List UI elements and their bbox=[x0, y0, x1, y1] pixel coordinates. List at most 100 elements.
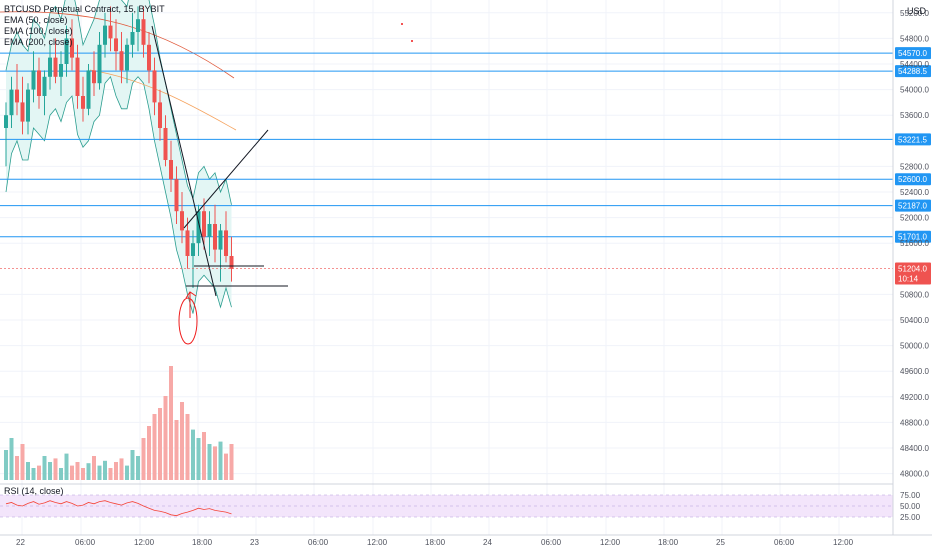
volume-bar bbox=[163, 396, 168, 480]
ema100-label[interactable]: EMA (100, close) bbox=[4, 26, 73, 36]
time-tick-label: 18:00 bbox=[192, 538, 213, 547]
candle-body bbox=[224, 230, 228, 256]
price-axis[interactable]: 55200.0 54800.0 54400.0 54000.0 53600.0 52800… bbox=[892, 0, 929, 535]
candle-body bbox=[147, 44, 151, 71]
price-tick-label: 50000.0 bbox=[900, 342, 929, 351]
currency-label: USD bbox=[906, 6, 926, 16]
red-dot bbox=[401, 23, 403, 25]
volume-bar bbox=[53, 458, 58, 480]
volume-bar bbox=[136, 456, 140, 480]
volume-bar bbox=[119, 458, 124, 480]
candles bbox=[4, 6, 234, 288]
chart-legend: BTCUSD Perpetual Contract, 15, BYBIT EMA… bbox=[4, 4, 165, 48]
candle-body bbox=[4, 115, 8, 128]
price-tick-label: 52000.0 bbox=[900, 214, 929, 223]
time-tick-label: 06:00 bbox=[75, 538, 96, 547]
bollinger-band bbox=[6, 0, 232, 314]
volume-bar bbox=[37, 465, 41, 480]
level-price-label: 53221.5 bbox=[898, 135, 927, 144]
volume-bar bbox=[20, 444, 25, 480]
volume-bar bbox=[152, 414, 157, 480]
volume-bar bbox=[92, 456, 96, 480]
volume-bar bbox=[141, 438, 146, 480]
price-tick-label: 54000.0 bbox=[900, 86, 929, 95]
price-tick-label: 48000.0 bbox=[900, 470, 929, 479]
volume-bar bbox=[114, 462, 118, 480]
candle-body bbox=[59, 64, 63, 77]
rsi-tick-label: 50.00 bbox=[900, 502, 921, 511]
price-tick-label: 53600.0 bbox=[900, 111, 929, 120]
arrow-annotation[interactable] bbox=[185, 291, 197, 318]
candle-body bbox=[202, 211, 206, 237]
price-tick-label: 54800.0 bbox=[900, 34, 929, 43]
price-tick-label: 55200.0 bbox=[900, 9, 929, 18]
time-tick-label: 06:00 bbox=[308, 538, 329, 547]
candle-body bbox=[218, 230, 223, 250]
time-tick-label: 12:00 bbox=[833, 538, 854, 547]
volume-bar bbox=[185, 414, 190, 480]
candle-body bbox=[229, 256, 234, 269]
trend-drawings[interactable] bbox=[151, 23, 413, 345]
candle-body bbox=[53, 57, 58, 77]
volume-bar bbox=[130, 450, 135, 480]
candle-body bbox=[136, 19, 140, 32]
last-price-label: 51204.0 bbox=[898, 265, 927, 274]
level-price-label: 51701.0 bbox=[898, 233, 927, 242]
volume-bars bbox=[4, 366, 234, 480]
candle-body bbox=[15, 89, 19, 103]
volume-bar bbox=[224, 453, 228, 480]
candle-body bbox=[185, 230, 190, 256]
volume-bar bbox=[15, 456, 19, 480]
volume-bar bbox=[180, 402, 184, 480]
volume-bar bbox=[213, 446, 217, 480]
price-tick-label: 51600.0 bbox=[900, 239, 929, 248]
candle-body bbox=[103, 25, 107, 45]
trendline-down[interactable] bbox=[151, 25, 217, 297]
candle-body bbox=[158, 102, 162, 128]
candle-body bbox=[97, 44, 102, 84]
time-tick-label: 23 bbox=[250, 538, 259, 547]
candle-body bbox=[48, 57, 52, 77]
volume-bar bbox=[191, 429, 195, 480]
volume-bar bbox=[4, 450, 8, 480]
volume-bar bbox=[108, 468, 113, 480]
trendline-up[interactable] bbox=[183, 129, 269, 229]
volume-bar bbox=[48, 462, 52, 480]
candle-body bbox=[169, 160, 173, 180]
price-tick-label: 49600.0 bbox=[900, 367, 929, 376]
candle-body bbox=[163, 128, 168, 160]
bollinger-upper bbox=[5, 0, 232, 205]
time-tick-label: 06:00 bbox=[774, 538, 795, 547]
price-tick-label: 52800.0 bbox=[900, 162, 929, 171]
volume-bar bbox=[97, 465, 102, 480]
symbol-title[interactable]: BTCUSD Perpetual Contract, 15, BYBIT bbox=[4, 4, 165, 14]
time-axis[interactable]: 22 06:00 12:00 18:00 23 06:00 12:00 18:00 24 06:0… bbox=[0, 534, 932, 547]
candle-body bbox=[81, 96, 85, 109]
level-price-tag bbox=[895, 65, 931, 78]
rsi-legend[interactable]: RSI (14, close) bbox=[4, 486, 64, 496]
countdown-label: 10:14 bbox=[898, 275, 919, 284]
candle-body bbox=[64, 38, 69, 64]
candle-body bbox=[86, 70, 91, 109]
candle-body bbox=[191, 243, 195, 256]
price-tick-label: 50400.0 bbox=[900, 316, 929, 325]
volume-bar bbox=[81, 468, 85, 480]
time-tick-label: 06:00 bbox=[541, 538, 562, 547]
candle-body bbox=[75, 57, 80, 96]
level-price-label: 52187.0 bbox=[898, 202, 927, 211]
volume-bar bbox=[207, 444, 212, 480]
time-tick-label: 12:00 bbox=[367, 538, 388, 547]
ema200-label[interactable]: EMA (200, close) bbox=[4, 37, 73, 47]
candle-body bbox=[207, 224, 212, 237]
level-price-tag bbox=[895, 230, 931, 243]
time-tick-label: 18:00 bbox=[658, 538, 679, 547]
price-tick-label: 49200.0 bbox=[900, 393, 929, 402]
candle-body bbox=[31, 70, 36, 90]
ema50-label[interactable]: EMA (50, close) bbox=[4, 15, 68, 25]
circle-annotation[interactable] bbox=[178, 297, 198, 345]
candle-body bbox=[130, 32, 135, 45]
volume-bar bbox=[147, 426, 151, 480]
candle-body bbox=[125, 44, 129, 71]
last-price-tag bbox=[895, 262, 931, 285]
